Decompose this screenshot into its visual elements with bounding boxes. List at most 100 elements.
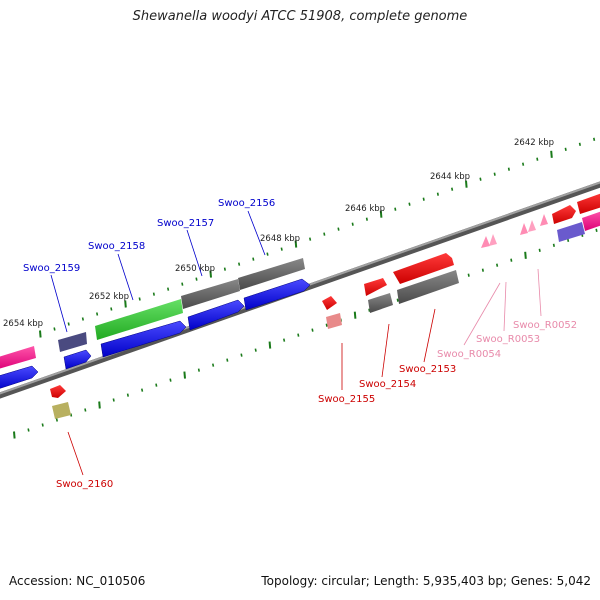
lower-tick-mark <box>240 353 243 357</box>
label-Swoo_2155: Swoo_2155 <box>318 394 375 405</box>
gene-red-right-2[interactable] <box>577 192 600 214</box>
gene-Swoo_2154-red[interactable] <box>364 278 387 296</box>
upper-tick-mark <box>209 270 212 278</box>
gene-Swoo_2157-blue[interactable] <box>187 299 245 331</box>
gene-Swoo_2160-olive[interactable] <box>52 402 71 419</box>
lower-tick-mark <box>268 341 272 349</box>
upper-tick-mark <box>578 142 581 146</box>
upper-tick-mark <box>323 232 326 236</box>
upper-tick-mark <box>337 227 340 231</box>
gene-magenta-right[interactable] <box>582 210 600 231</box>
gene-Swoo_2155-red[interactable] <box>322 296 337 310</box>
lower-tick-mark <box>481 268 484 272</box>
ruler-label-2652: 2652 kbp <box>89 292 129 302</box>
lower-tick-mark <box>27 428 30 432</box>
upper-tick-mark <box>124 300 127 308</box>
ruler-label-2646: 2646 kbp <box>345 204 385 214</box>
upper-tick-mark <box>138 297 141 301</box>
lower-tick-mark <box>98 401 101 409</box>
gene-Swoo_2159-blue[interactable] <box>63 349 92 370</box>
lower-tick-mark <box>112 398 115 402</box>
lower-tick-mark <box>595 228 598 232</box>
upper-tick-mark <box>181 282 184 286</box>
lower-tick-mark <box>510 258 513 262</box>
lower-tick-mark <box>552 243 555 247</box>
upper-tick-mark <box>110 307 113 311</box>
lower-tick-mark <box>297 333 300 337</box>
rna-pink-2[interactable] <box>528 220 536 232</box>
map-title: Shewanella woodyi ATCC 51908, complete g… <box>132 9 468 24</box>
upper-tick-mark <box>167 287 170 291</box>
upper-tick-mark <box>465 180 468 188</box>
ruler-label-2642: 2642 kbp <box>514 138 554 148</box>
upper-tick-mark <box>96 312 99 316</box>
lower-tick-mark <box>41 423 44 427</box>
gene-Swoo_2159-slate[interactable] <box>58 332 87 352</box>
ruler-label-2654: 2654 kbp <box>3 319 43 329</box>
upper-tick-mark <box>67 322 70 326</box>
gene-Swoo_2155-pink[interactable] <box>326 313 342 329</box>
label-Swoo_2157: Swoo_2157 <box>157 218 214 229</box>
upper-tick-mark <box>238 262 241 266</box>
upper-tick-mark <box>266 252 269 256</box>
gene-Swoo_2156-blue[interactable] <box>243 278 311 311</box>
gene-Swoo_2153-grey[interactable] <box>397 270 459 304</box>
gene-red-right-1[interactable] <box>552 205 576 224</box>
lower-tick-mark <box>368 308 371 312</box>
gene-Swoo_2157-grey[interactable] <box>181 279 240 309</box>
ruler-label-2644: 2644 kbp <box>430 172 470 182</box>
label-Swoo_R0054: Swoo_R0054 <box>437 349 501 360</box>
lower-tick-mark <box>212 363 215 367</box>
upper-tick-mark <box>53 327 56 331</box>
rna-Swoo_R0052[interactable] <box>520 223 528 235</box>
upper-tick-mark <box>365 217 368 221</box>
gene-Swoo_2160-red[interactable] <box>50 385 66 398</box>
lower-tick-mark <box>169 378 172 382</box>
label-Swoo_2159: Swoo_2159 <box>23 263 80 274</box>
rna-Swoo_R0054[interactable] <box>481 236 490 248</box>
upper-tick-mark <box>593 137 596 141</box>
label-Swoo_2153: Swoo_2153 <box>399 364 456 375</box>
accession-text: Accession: NC_010506 <box>9 574 146 588</box>
gene-Swoo_2153-red[interactable] <box>393 253 454 284</box>
label-Swoo_R0053: Swoo_R0053 <box>476 334 540 345</box>
lower-tick-mark <box>396 298 399 302</box>
upper-tick-mark <box>195 277 198 281</box>
upper-tick-mark <box>550 150 553 158</box>
gene-Swoo_2154-grey[interactable] <box>368 293 393 313</box>
upper-tick-row <box>39 137 596 338</box>
rna-pink-3[interactable] <box>540 214 548 226</box>
upper-tick-mark <box>422 197 425 201</box>
label-Swoo_2154: Swoo_2154 <box>359 379 416 390</box>
gene-blue-left[interactable] <box>0 365 39 390</box>
lower-tick-mark <box>13 431 16 439</box>
upper-tick-mark <box>152 292 155 296</box>
upper-tick-mark <box>39 330 42 338</box>
lower-tick-mark <box>183 371 186 379</box>
upper-tick-mark <box>536 157 539 161</box>
upper-tick-mark <box>81 317 84 321</box>
rna-Swoo_R0053[interactable] <box>489 234 497 246</box>
label-Swoo_R0052: Swoo_R0052 <box>513 320 577 331</box>
upper-tick-mark <box>408 202 411 206</box>
lower-tick-mark <box>254 348 257 352</box>
lower-tick-mark <box>126 393 129 397</box>
gene-violet-right[interactable] <box>557 222 585 242</box>
lower-tick-mark <box>353 311 357 319</box>
upper-tick-mark <box>394 207 397 211</box>
gene-Swoo_2156-grey[interactable] <box>238 258 305 290</box>
lower-tick-mark <box>524 251 527 259</box>
lower-tick-mark <box>467 273 470 277</box>
gene-Swoo_2158-blue[interactable] <box>100 320 187 358</box>
label-Swoo_2158: Swoo_2158 <box>88 241 145 252</box>
upper-tick-mark <box>507 167 510 171</box>
reverse-features <box>50 192 600 419</box>
upper-tick-mark <box>379 210 383 218</box>
label-Swoo_2160: Swoo_2160 <box>56 479 113 490</box>
gene-magenta-left[interactable] <box>0 346 36 370</box>
lower-tick-mark <box>141 388 144 392</box>
gene-Swoo_2158-green[interactable] <box>95 299 183 340</box>
upper-tick-mark <box>451 187 454 191</box>
upper-tick-mark <box>479 177 482 181</box>
